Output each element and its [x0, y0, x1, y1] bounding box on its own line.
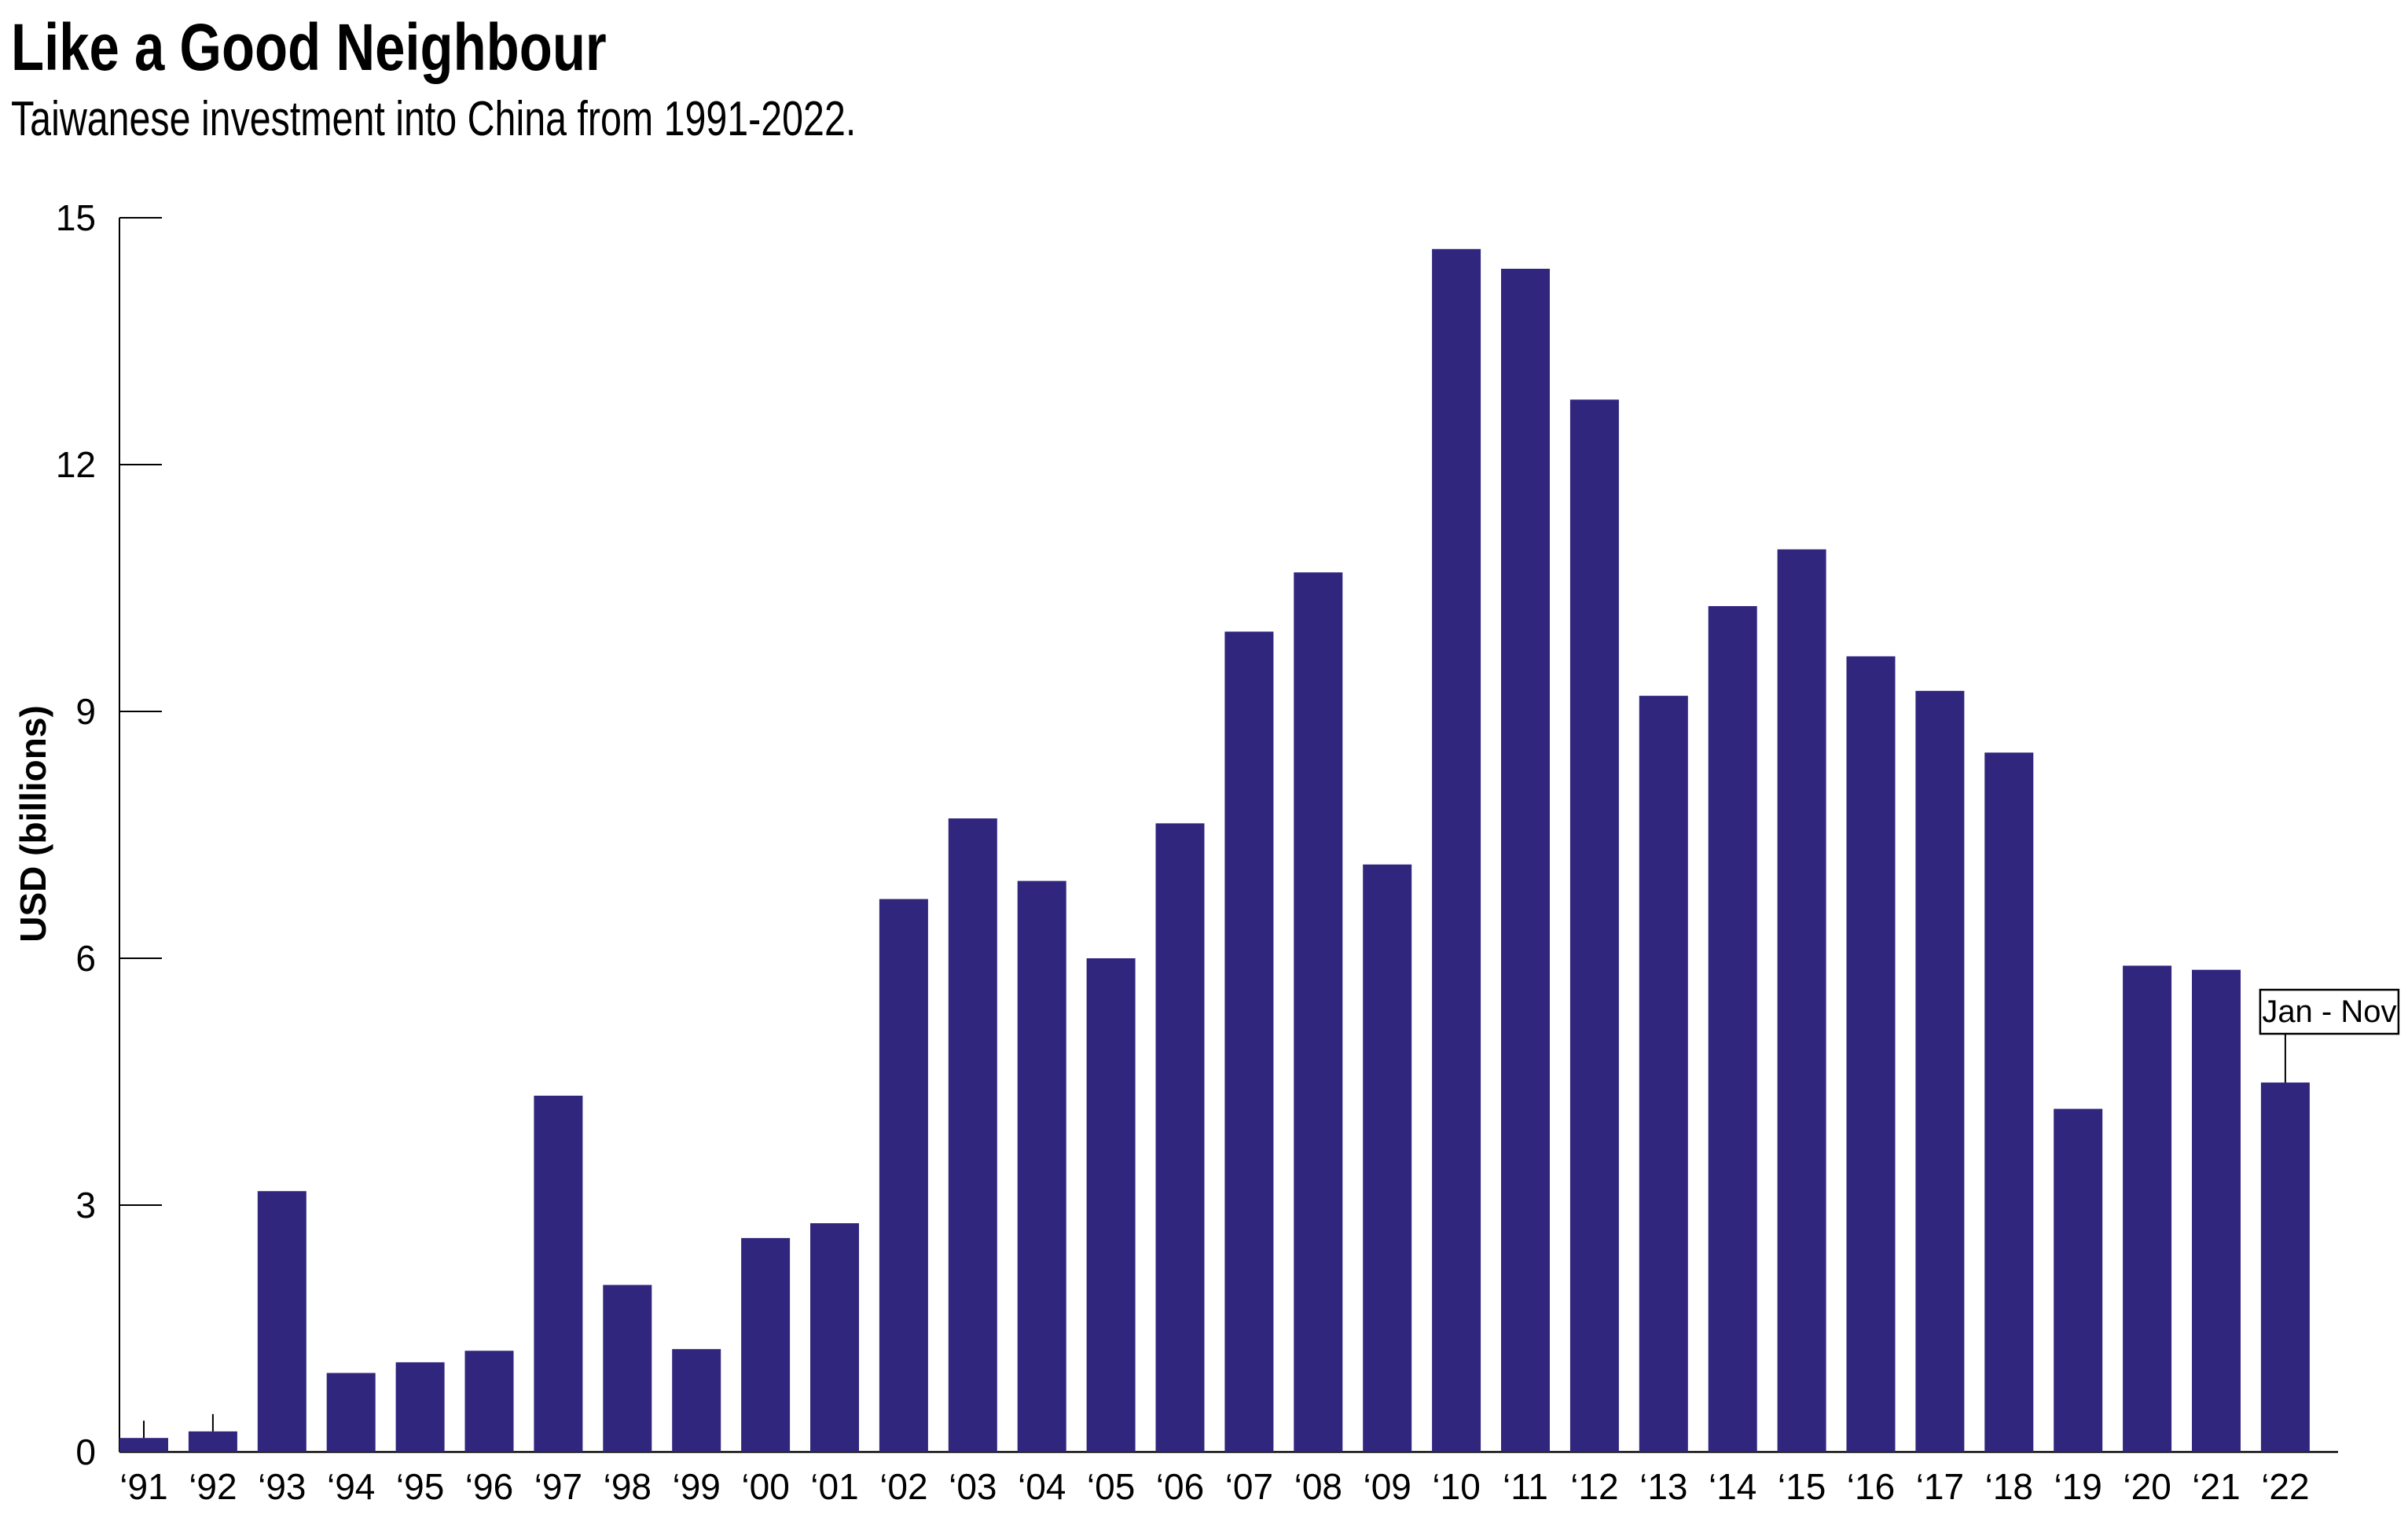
bar: [395, 1362, 445, 1452]
bar: [1432, 248, 1481, 1453]
x-tick-label: ‘22: [2261, 1466, 2309, 1507]
y-tick-label: 9: [75, 691, 96, 732]
x-tick-label: ‘91: [119, 1466, 167, 1507]
chart-title: Like a Good Neighbour: [11, 10, 607, 84]
bar: [1224, 631, 1274, 1452]
bar: [879, 899, 928, 1452]
bar: [1363, 864, 1412, 1452]
bar: [1708, 606, 1757, 1453]
x-tick-label: ‘08: [1294, 1466, 1342, 1507]
x-tick-label: ‘92: [189, 1466, 237, 1507]
y-axis: 0 3 6 9 12 15: [56, 197, 162, 1472]
y-tick-label: 6: [75, 938, 96, 979]
x-tick-label: ‘17: [1916, 1466, 1964, 1507]
annotation-text: Jan - Nov: [2262, 994, 2396, 1029]
bar: [188, 1431, 237, 1452]
bar: [1915, 690, 1965, 1452]
x-tick-label: ‘94: [327, 1466, 375, 1507]
y-axis-label: USD (billions): [13, 705, 53, 943]
x-tick-label: ‘93: [258, 1466, 306, 1507]
x-tick-label: ‘16: [1847, 1466, 1895, 1507]
bar: [603, 1285, 652, 1452]
x-tick-label: ‘97: [534, 1466, 582, 1507]
bar: [534, 1095, 583, 1452]
x-axis: ‘91 ‘92 ‘93 ‘94 ‘95 ‘96 ‘97 ‘98 ‘99 ‘00 ‘01 ‘02 ‘03 ‘…: [119, 1450, 2338, 1507]
x-tick-label: ‘98: [604, 1466, 652, 1507]
bar: [1569, 399, 1619, 1452]
bar: [1155, 823, 1205, 1452]
bar: [1639, 696, 1688, 1452]
bar: [119, 1438, 168, 1452]
x-tick-label: ‘03: [949, 1466, 997, 1507]
x-tick-label: ‘12: [1570, 1466, 1618, 1507]
y-tick-label: 0: [75, 1432, 96, 1472]
bar: [1501, 268, 1550, 1453]
x-tick-label: ‘00: [741, 1466, 789, 1507]
x-tick-label: ‘99: [673, 1466, 721, 1507]
x-tick-label: ‘10: [1432, 1466, 1480, 1507]
y-tick-label: 3: [75, 1185, 96, 1226]
x-tick-label: ‘11: [1503, 1466, 1548, 1507]
bar: [2192, 969, 2241, 1452]
bar: [1017, 880, 1066, 1452]
annotation-box: [2259, 988, 2400, 1035]
bar-series: [119, 248, 2310, 1453]
bar: [810, 1223, 859, 1452]
x-tick-label: ‘20: [2123, 1466, 2171, 1507]
x-tick-label: ‘05: [1087, 1466, 1135, 1507]
x-tick-label: ‘19: [2054, 1466, 2102, 1507]
x-tick-label: ‘09: [1364, 1466, 1411, 1507]
bar: [672, 1349, 721, 1452]
bar: [1086, 958, 1136, 1452]
bar: [326, 1373, 376, 1452]
x-tick-label: ‘01: [810, 1466, 858, 1507]
x-tick-label: ‘14: [1709, 1466, 1756, 1507]
bar: [1294, 572, 1343, 1453]
annotations: Jan - Nov: [2259, 988, 2400, 1083]
x-tick-label: ‘96: [465, 1466, 513, 1507]
chart-subtitle: Taiwanese investment into China from 199…: [11, 92, 857, 146]
bar: [1984, 752, 2034, 1452]
bar: [2123, 965, 2172, 1452]
x-tick-label: ‘21: [2192, 1466, 2240, 1507]
x-tick-label: ‘18: [1985, 1466, 2033, 1507]
y-tick-label: 15: [56, 197, 96, 238]
bar: [1846, 656, 1896, 1452]
x-tick-label: ‘15: [1778, 1466, 1826, 1507]
bar: [741, 1237, 791, 1452]
x-tick-label: ‘04: [1018, 1466, 1066, 1507]
x-tick-label: ‘95: [396, 1466, 444, 1507]
x-tick-label: ‘06: [1156, 1466, 1204, 1507]
bar: [2260, 1082, 2310, 1452]
bar: [257, 1191, 307, 1452]
bar: [948, 818, 997, 1452]
bar: [1777, 549, 1826, 1452]
bar: [464, 1351, 514, 1452]
bar: [2054, 1108, 2103, 1452]
y-tick-label: 12: [56, 444, 96, 485]
x-tick-label: ‘02: [879, 1466, 927, 1507]
x-tick-label: ‘13: [1639, 1466, 1687, 1507]
x-tick-label: ‘07: [1225, 1466, 1273, 1507]
